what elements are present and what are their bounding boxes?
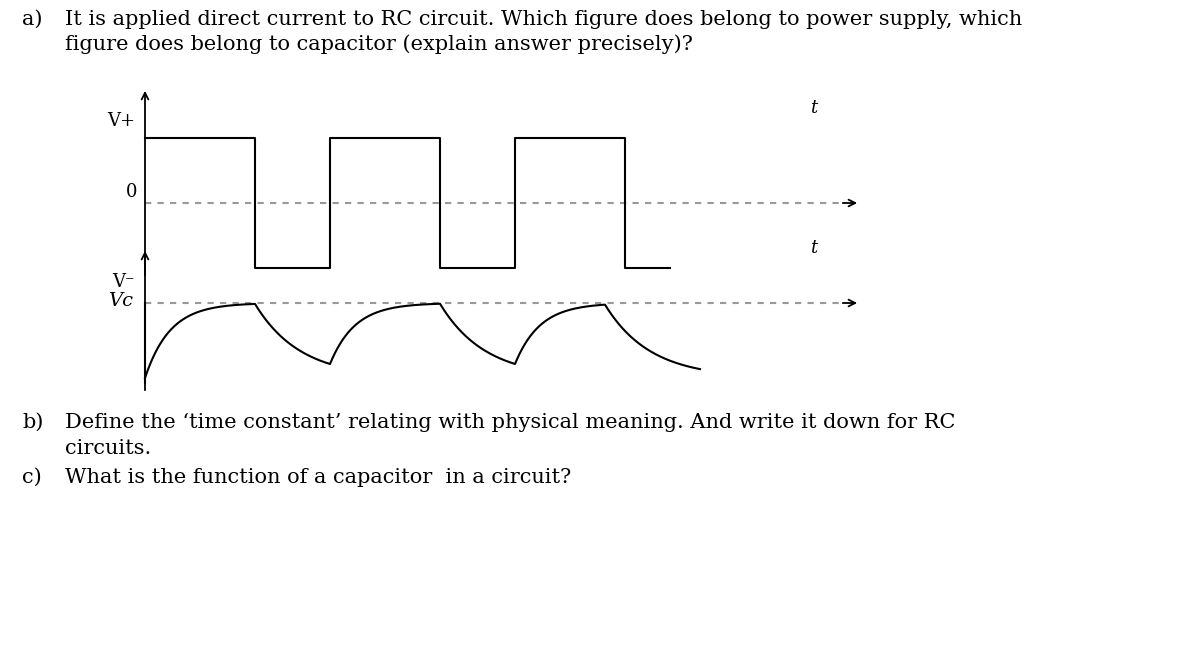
Text: t: t	[810, 99, 817, 117]
Text: What is the function of a capacitor  in a circuit?: What is the function of a capacitor in a…	[65, 468, 571, 487]
Text: It is applied direct current to RC circuit. Which figure does belong to power su: It is applied direct current to RC circu…	[65, 10, 1022, 29]
Text: figure does belong to capacitor (explain answer precisely)?: figure does belong to capacitor (explain…	[65, 34, 692, 54]
Text: Vc: Vc	[108, 292, 133, 310]
Text: V⁻: V⁻	[113, 273, 134, 291]
Text: t: t	[810, 239, 817, 257]
Text: Define the ‘time constant’ relating with physical meaning. And write it down for: Define the ‘time constant’ relating with…	[65, 413, 955, 432]
Text: c): c)	[22, 468, 42, 487]
Text: 0: 0	[126, 183, 137, 201]
Text: a): a)	[22, 10, 42, 29]
Text: circuits.: circuits.	[65, 439, 151, 458]
Text: V+: V+	[107, 112, 134, 130]
Text: b): b)	[22, 413, 43, 432]
